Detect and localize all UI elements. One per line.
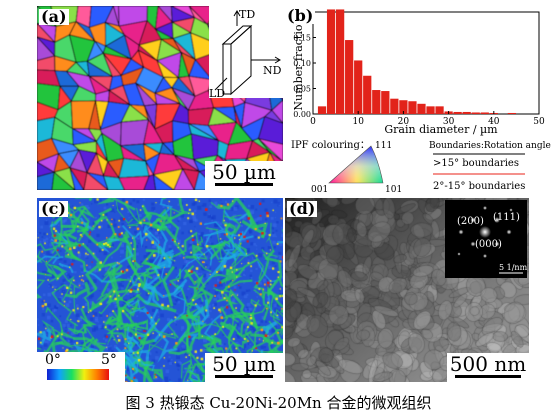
panel-c-scale-bar: 50 µm — [205, 353, 283, 382]
grain — [37, 171, 55, 190]
panel-c-scale-text: 50 µm — [212, 352, 276, 376]
ipf-triangle — [328, 145, 384, 184]
histogram-bar — [354, 60, 363, 114]
ipf-111-label: 111 — [375, 141, 392, 151]
histogram-ylabel: Number fraction — [292, 17, 305, 110]
sample-axes-icon: TD ND LD — [209, 8, 282, 100]
kam-max-label: 5° — [101, 352, 117, 368]
panel-d-tem-image: (d) (200) (111) (000) 5 1/nm — [285, 198, 529, 382]
nd-axis-label: ND — [263, 64, 282, 77]
x-tick-label: 0 — [310, 117, 316, 127]
histogram-bar — [326, 9, 336, 115]
grain — [173, 167, 195, 190]
histogram-bar — [408, 101, 417, 114]
figure-caption: 图 3 热锻态 Cu-20Ni-20Mn 合金的微观组织 — [125, 394, 432, 412]
panel-d-label: (d) — [287, 199, 318, 218]
y-tick-label: 0.15 — [293, 34, 311, 43]
histogram-bar — [336, 9, 345, 115]
histogram-bar — [471, 112, 480, 114]
histogram-bar — [399, 100, 408, 114]
ipf-title: IPF colouring： — [291, 140, 370, 151]
grain — [118, 175, 150, 190]
panel-a-scale-bar: 50 µm — [205, 161, 283, 190]
histogram-bar — [507, 112, 516, 114]
hagb-label: >15° boundaries — [433, 158, 519, 169]
ipf-001-label: 001 — [311, 185, 328, 195]
kam-min-label: 0° — [45, 352, 61, 368]
grain — [143, 174, 157, 190]
histogram-xlabel: Grain diameter / µm — [384, 123, 498, 136]
grain — [118, 157, 150, 179]
histogram-bar — [462, 111, 471, 114]
saed-inset: (200) (111) (000) 5 1/nm — [445, 200, 528, 278]
kam-map-image — [37, 198, 283, 382]
kam-gradient-bar — [47, 369, 109, 380]
histogram-bar — [345, 40, 354, 114]
panel-d-scale-bar: 500 nm — [447, 353, 529, 382]
x-tick-label: 40 — [488, 117, 500, 127]
axis-inset: TD ND LD — [209, 6, 283, 100]
panel-a-scale-line — [215, 183, 273, 186]
panel-c-kam-map: (c) 0° 5° 50 µm — [37, 198, 283, 382]
histogram-bar — [390, 98, 399, 114]
lagb-label: 2°-15° boundaries — [433, 181, 525, 192]
x-tick-label: 10 — [352, 117, 364, 127]
panel-d-scale-line — [455, 375, 521, 378]
ipf-101-label: 101 — [385, 185, 402, 195]
ld-axis-label: LD — [209, 87, 225, 98]
saed-111-label: (111) — [493, 212, 520, 223]
x-tick-label: 50 — [533, 117, 545, 127]
histogram-bar — [426, 106, 435, 114]
x-tick-label: 20 — [398, 117, 410, 127]
panel-d-scale-text: 500 nm — [449, 352, 527, 376]
histogram-bar — [372, 90, 381, 114]
kam-color-scale: 0° 5° — [37, 352, 125, 382]
td-axis-label: TD — [239, 8, 255, 21]
panel-c-label: (c) — [39, 199, 68, 218]
panel-a-scale-text: 50 µm — [212, 160, 276, 184]
y-tick-label: 0.00 — [293, 110, 311, 119]
grain — [51, 171, 76, 190]
saed-000-label: (000) — [475, 239, 502, 250]
panel-a-ipf-map: TD ND LD (a) 50 µm — [37, 6, 283, 190]
y-tick-label: 0.05 — [293, 85, 311, 94]
histogram-bar — [480, 112, 489, 114]
histogram-bar — [435, 106, 444, 114]
histogram-bar — [417, 103, 426, 114]
y-tick-label: 0.10 — [293, 59, 311, 68]
panel-c-scale-line — [215, 375, 273, 378]
grain — [152, 173, 175, 190]
histogram-bar — [453, 111, 462, 114]
panel-b-label: (b) — [285, 6, 316, 25]
histogram-bar — [317, 106, 327, 114]
histogram-bar — [363, 75, 372, 114]
saed-pattern: (200) (111) (000) 5 1/nm — [457, 206, 528, 274]
grain — [69, 167, 85, 190]
saed-scale-label: 5 1/nm — [499, 263, 527, 272]
panel-a-label: (a) — [39, 7, 69, 26]
saed-200-label: (200) — [457, 216, 484, 227]
histogram-bar — [381, 91, 390, 114]
grain — [257, 116, 283, 145]
grain — [83, 171, 109, 190]
x-tick-label: 30 — [443, 117, 455, 127]
boundaries-title: Boundaries:Rotation angle — [429, 141, 551, 151]
